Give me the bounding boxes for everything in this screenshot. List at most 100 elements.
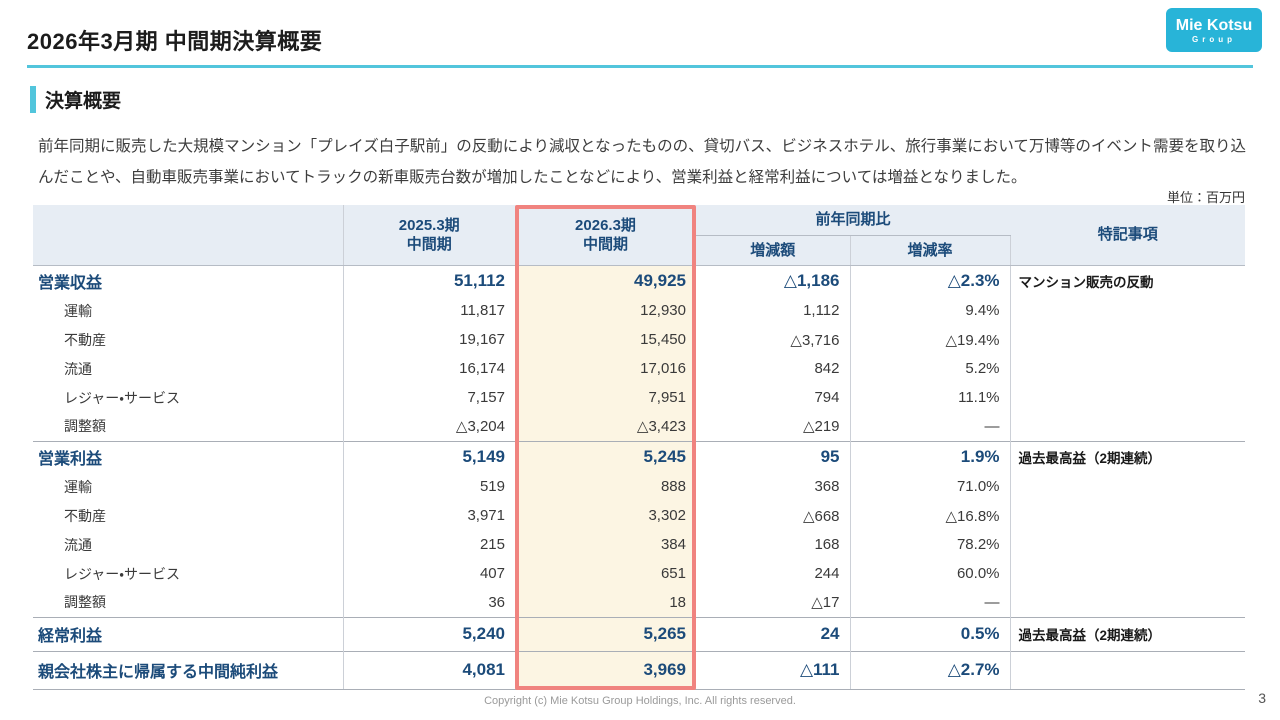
page-title: 2026年3月期 中間期決算概要 bbox=[27, 29, 323, 54]
unit-label: 単位：百万円 bbox=[1166, 190, 1245, 205]
header-fy2025: 2025.3期 中間期 bbox=[343, 205, 515, 266]
cell-note bbox=[1010, 325, 1245, 354]
header-fy2025-line1: 2025.3期 bbox=[398, 216, 460, 234]
cell-prev: 7,157 bbox=[467, 389, 505, 406]
header-yoy: 前年同期比 bbox=[696, 205, 1011, 236]
cell-label: 不動産 bbox=[33, 325, 344, 354]
header-item-column bbox=[33, 205, 344, 266]
table-row: 営業利益 5,149 5,245 95 1.9% 過去最高益（2期連続） bbox=[33, 440, 1246, 472]
cell-rate: △19.4% bbox=[850, 325, 1011, 354]
cell-label: レジャー・サービス bbox=[33, 383, 344, 412]
cell-note bbox=[1010, 650, 1246, 690]
cell-label: レジャー・サービス bbox=[33, 559, 344, 588]
cell-note bbox=[1010, 412, 1245, 441]
cell-note: 過去最高益（2期連続） bbox=[1010, 440, 1246, 472]
table-row: 親会社株主に帰属する中間純利益 4,081 3,969 △111 △2.7% bbox=[33, 650, 1246, 690]
table-row: 調整額 36 18 △17— bbox=[33, 588, 1245, 617]
cell-rate: 71.0% bbox=[850, 472, 1011, 501]
cell-label: 経常利益 bbox=[33, 616, 344, 651]
cell-curr: 17,016 bbox=[515, 354, 696, 383]
cell-prev: 215 bbox=[479, 536, 505, 553]
cell-label: 運輸 bbox=[33, 472, 344, 501]
cell-note: マンション販売の反動 bbox=[1010, 264, 1246, 296]
cell-prev: 407 bbox=[479, 565, 505, 582]
cell-diff: △3,716 bbox=[696, 325, 851, 354]
cell-prev: 519 bbox=[479, 478, 505, 495]
table-row: 運輸 11,817 12,930 1,112 9.4% bbox=[33, 296, 1245, 325]
cell-diff: 244 bbox=[696, 559, 851, 588]
cell-note bbox=[1010, 296, 1245, 325]
cell-note bbox=[1010, 559, 1245, 588]
cell-label: 流通 bbox=[33, 530, 344, 559]
header-fy2026: 2026.3期 中間期 bbox=[515, 205, 696, 266]
cell-prev: 5,149 bbox=[343, 440, 515, 472]
cell-prev: △3,204 bbox=[455, 418, 505, 436]
title-divider bbox=[27, 65, 1253, 68]
section-accent-bar bbox=[30, 86, 36, 113]
cell-rate: 11.1% bbox=[850, 383, 1011, 412]
cell-curr: 18 bbox=[515, 588, 696, 617]
cell-curr: 15,450 bbox=[515, 325, 696, 354]
table-header: 2025.3期 中間期 2026.3期 中間期 前年同期比 特記事項 増減額 増… bbox=[33, 205, 1246, 266]
cell-label: 親会社株主に帰属する中間純利益 bbox=[33, 650, 344, 690]
page-number: 3 bbox=[1258, 690, 1266, 706]
cell-note bbox=[1010, 383, 1245, 412]
cell-diff: 794 bbox=[696, 383, 851, 412]
cell-diff: △1,186 bbox=[696, 264, 851, 296]
cell-curr: △3,423 bbox=[515, 412, 696, 441]
cell-curr: 5,265 bbox=[515, 616, 696, 651]
cell-diff: △17 bbox=[696, 588, 851, 617]
cell-label: 営業収益 bbox=[33, 264, 344, 296]
table-row: 経常利益 5,240 5,265 24 0.5% 過去最高益（2期連続） bbox=[33, 616, 1246, 651]
cell-label: 営業利益 bbox=[33, 440, 344, 472]
cell-note bbox=[1010, 472, 1245, 501]
cell-prev: 36 bbox=[488, 593, 505, 611]
logo-name: Mie Kotsu bbox=[1175, 16, 1253, 34]
cell-diff: 368 bbox=[696, 472, 851, 501]
cell-curr: 7,951 bbox=[515, 383, 696, 412]
table-row: 不動産 3,971 3,302 △668 △16.8% bbox=[33, 501, 1245, 530]
cell-diff: 95 bbox=[696, 440, 851, 472]
table-row: 流通 215 384 168 78.2% bbox=[33, 530, 1245, 559]
table-row: 流通 16,174 17,016 842 5.2% bbox=[33, 354, 1245, 383]
table-row: 営業収益 51,112 49,925 △1,186 △2.3% マンション販売の反動 bbox=[33, 264, 1246, 296]
header-fy2026-line2: 中間期 bbox=[582, 235, 628, 253]
cell-label: 調整額 bbox=[33, 412, 344, 441]
section-header: 決算概要 bbox=[30, 86, 121, 113]
cell-rate: — bbox=[850, 588, 1011, 617]
cell-curr: 651 bbox=[515, 559, 696, 588]
cell-rate: △2.7% bbox=[850, 650, 1011, 690]
header-notes: 特記事項 bbox=[1010, 205, 1246, 266]
cell-prev: 11,817 bbox=[460, 302, 505, 319]
cell-curr: 5,245 bbox=[515, 440, 696, 472]
cell-note bbox=[1010, 501, 1245, 530]
cell-diff: 1,112 bbox=[696, 296, 851, 325]
cell-rate: 0.5% bbox=[850, 616, 1011, 651]
cell-curr: 49,925 bbox=[515, 264, 696, 296]
cell-diff: 24 bbox=[696, 616, 851, 651]
cell-prev: 5,240 bbox=[343, 616, 515, 651]
cell-note bbox=[1010, 354, 1245, 383]
cell-curr: 3,969 bbox=[515, 650, 696, 690]
mie-kotsu-group-logo: Mie Kotsu Group bbox=[1166, 8, 1262, 52]
results-table: 2025.3期 中間期 2026.3期 中間期 前年同期比 特記事項 増減額 増… bbox=[33, 205, 1246, 690]
cell-prev: 4,081 bbox=[343, 650, 515, 690]
cell-label: 調整額 bbox=[33, 588, 344, 617]
cell-rate: 5.2% bbox=[850, 354, 1011, 383]
header-diff-rate: 増減率 bbox=[850, 235, 1011, 266]
summary-paragraph: 前年同期に販売した大規模マンション「プレイズ白子駅前」の反動により減収となったも… bbox=[38, 138, 1246, 186]
header-diff-amount: 増減額 bbox=[696, 235, 851, 266]
header-fy2025-line2: 中間期 bbox=[406, 235, 452, 253]
results-table-wrapper: 2025.3期 中間期 2026.3期 中間期 前年同期比 特記事項 増減額 増… bbox=[33, 205, 1246, 690]
cell-prev: 51,112 bbox=[343, 264, 515, 296]
logo-subtitle: Group bbox=[1192, 34, 1236, 44]
cell-note bbox=[1010, 530, 1245, 559]
cell-rate: — bbox=[850, 412, 1011, 441]
cell-diff: 842 bbox=[696, 354, 851, 383]
cell-curr: 3,302 bbox=[515, 501, 696, 530]
cell-rate: 78.2% bbox=[850, 530, 1011, 559]
table-body: 営業収益 51,112 49,925 △1,186 △2.3% マンション販売の反動 運輸 1… bbox=[33, 264, 1246, 690]
cell-diff: 168 bbox=[696, 530, 851, 559]
cell-diff: △111 bbox=[696, 650, 851, 690]
